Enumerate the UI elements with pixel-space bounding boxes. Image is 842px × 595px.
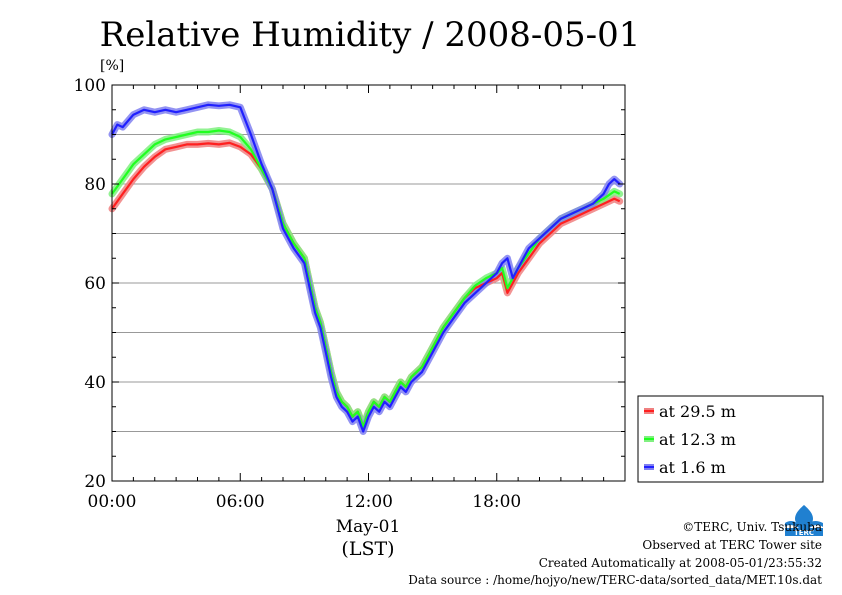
legend-box [637,395,824,483]
series-line [111,103,621,433]
copyright-text: ©TERC, Univ. Tsukuba [682,520,822,534]
y-tick-label: 100 [74,76,106,96]
terc-logo-icon: TERC [785,505,823,537]
legend-label: at 29.5 m [659,402,736,421]
x-tick-label: 00:00 [88,492,137,512]
chart-title: Relative Humidity / 2008-05-01 [100,15,641,55]
observed-at-text: Observed at TERC Tower site [642,538,822,552]
legend: at 29.5 m at 12.3 m at 1.6 m [637,395,824,483]
grid-lines [112,134,625,432]
x-axis-date-label: May-01 [336,517,401,537]
legend-label: at 12.3 m [659,430,736,449]
series-line [111,141,621,428]
created-at-text: Created Automatically at 2008-05-01/23:5… [538,556,822,570]
legend-label: at 1.6 m [659,458,726,477]
svg-text:TERC: TERC [794,529,814,537]
y-axis-ticks: 20 40 60 80 100 [74,76,625,492]
series-lines [111,103,621,433]
series-band [108,139,624,431]
x-tick-label: 12:00 [344,492,393,512]
y-tick-label: 40 [84,373,106,393]
data-source-text: Data source : /home/hojyo/new/TERC-data/… [408,573,822,587]
y-axis-unit: [%] [100,58,124,74]
x-tick-label: 18:00 [472,492,521,512]
x-axis-timezone-label: (LST) [341,538,394,560]
y-tick-label: 20 [84,472,106,492]
y-tick-label: 80 [84,175,106,195]
x-tick-label: 06:00 [216,492,265,512]
y-tick-label: 60 [84,274,106,294]
x-axis-ticks: 00:00 06:00 12:00 18:00 [88,85,626,512]
